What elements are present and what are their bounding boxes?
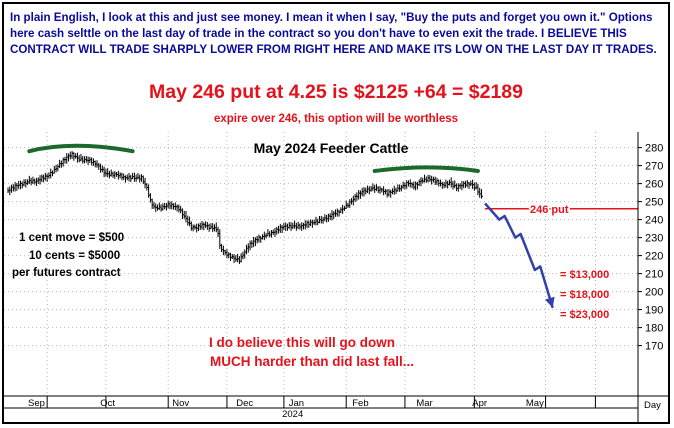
month-label-apr: Apr [472, 398, 487, 409]
y-tick-label-230: 230 [645, 233, 663, 245]
top-arcs [27, 143, 480, 173]
contract-value-note: 1 cent move = $500 10 cents = $5000 per … [12, 232, 124, 279]
target-1: = $13,000 [560, 269, 609, 281]
month-label-dec: Dec [236, 398, 253, 409]
chart-frame: In plain English, I look at this and jus… [2, 2, 670, 424]
y-tick-label-250: 250 [645, 197, 663, 209]
y-tick-label-270: 270 [645, 161, 663, 173]
chart-title: May 2024 Feeder Cattle [254, 140, 409, 156]
y-tick-label-170: 170 [645, 341, 663, 353]
target-2: = $18,000 [560, 289, 609, 301]
trade-headline: May 246 put at 4.25 is $2125 +64 = $2189 [148, 81, 523, 103]
top-arc-1 [27, 143, 135, 154]
y-tick-label-240: 240 [645, 215, 663, 227]
month-label-oct: Oct [100, 398, 115, 409]
forecast-note: I do believe this will go down MUCH hard… [209, 335, 414, 369]
target-values: = $13,000 = $18,000 = $23,000 [560, 269, 609, 321]
note-line-3: per futures contract [12, 267, 121, 279]
y-tick-label-280: 280 [645, 143, 663, 155]
expiry-note: expire over 246, this option will be wor… [213, 113, 459, 125]
note-line-1: 1 cent move = $500 [19, 232, 124, 244]
month-label-nov: Nov [172, 398, 189, 409]
y-tick-label-180: 180 [645, 323, 663, 335]
price-chart: 246 put 170 180 190 200 210 220 230 240 250 260 27… [4, 132, 668, 422]
y-tick-label-260: 260 [645, 179, 663, 191]
top-arc-2 [372, 165, 480, 173]
year-label: 2024 [282, 409, 303, 420]
forecast-line-2: MUCH harder than did last fall... [210, 354, 414, 369]
axes: 170 180 190 200 210 220 230 240 250 260 270 280 Sep O… [4, 132, 668, 422]
projection-arrowhead [545, 296, 555, 308]
y-tick-label-220: 220 [645, 251, 663, 263]
month-label-mar: Mar [416, 398, 432, 409]
y-tick-label-210: 210 [645, 269, 663, 281]
y-tick-label-190: 190 [645, 305, 663, 317]
month-label-may: May [526, 398, 544, 409]
strike-label: 246 put [530, 204, 569, 216]
note-line-2: 10 cents = $5000 [29, 250, 120, 262]
unit-label: Day [644, 400, 661, 411]
month-label-feb: Feb [352, 398, 368, 409]
month-label-jan: Jan [289, 398, 304, 409]
y-tick-label-200: 200 [645, 287, 663, 299]
projection: 246 put [484, 202, 638, 309]
commentary-text: In plain English, I look at this and jus… [10, 11, 657, 56]
month-label-sep: Sep [28, 398, 45, 409]
price-bar [480, 189, 484, 199]
forecast-line-1: I do believe this will go down [209, 335, 395, 350]
target-3: = $23,000 [560, 309, 609, 321]
commentary-header: In plain English, I look at this and jus… [4, 4, 668, 133]
price-bars [7, 151, 484, 265]
chart-background [4, 132, 668, 422]
projection-line [484, 202, 554, 309]
